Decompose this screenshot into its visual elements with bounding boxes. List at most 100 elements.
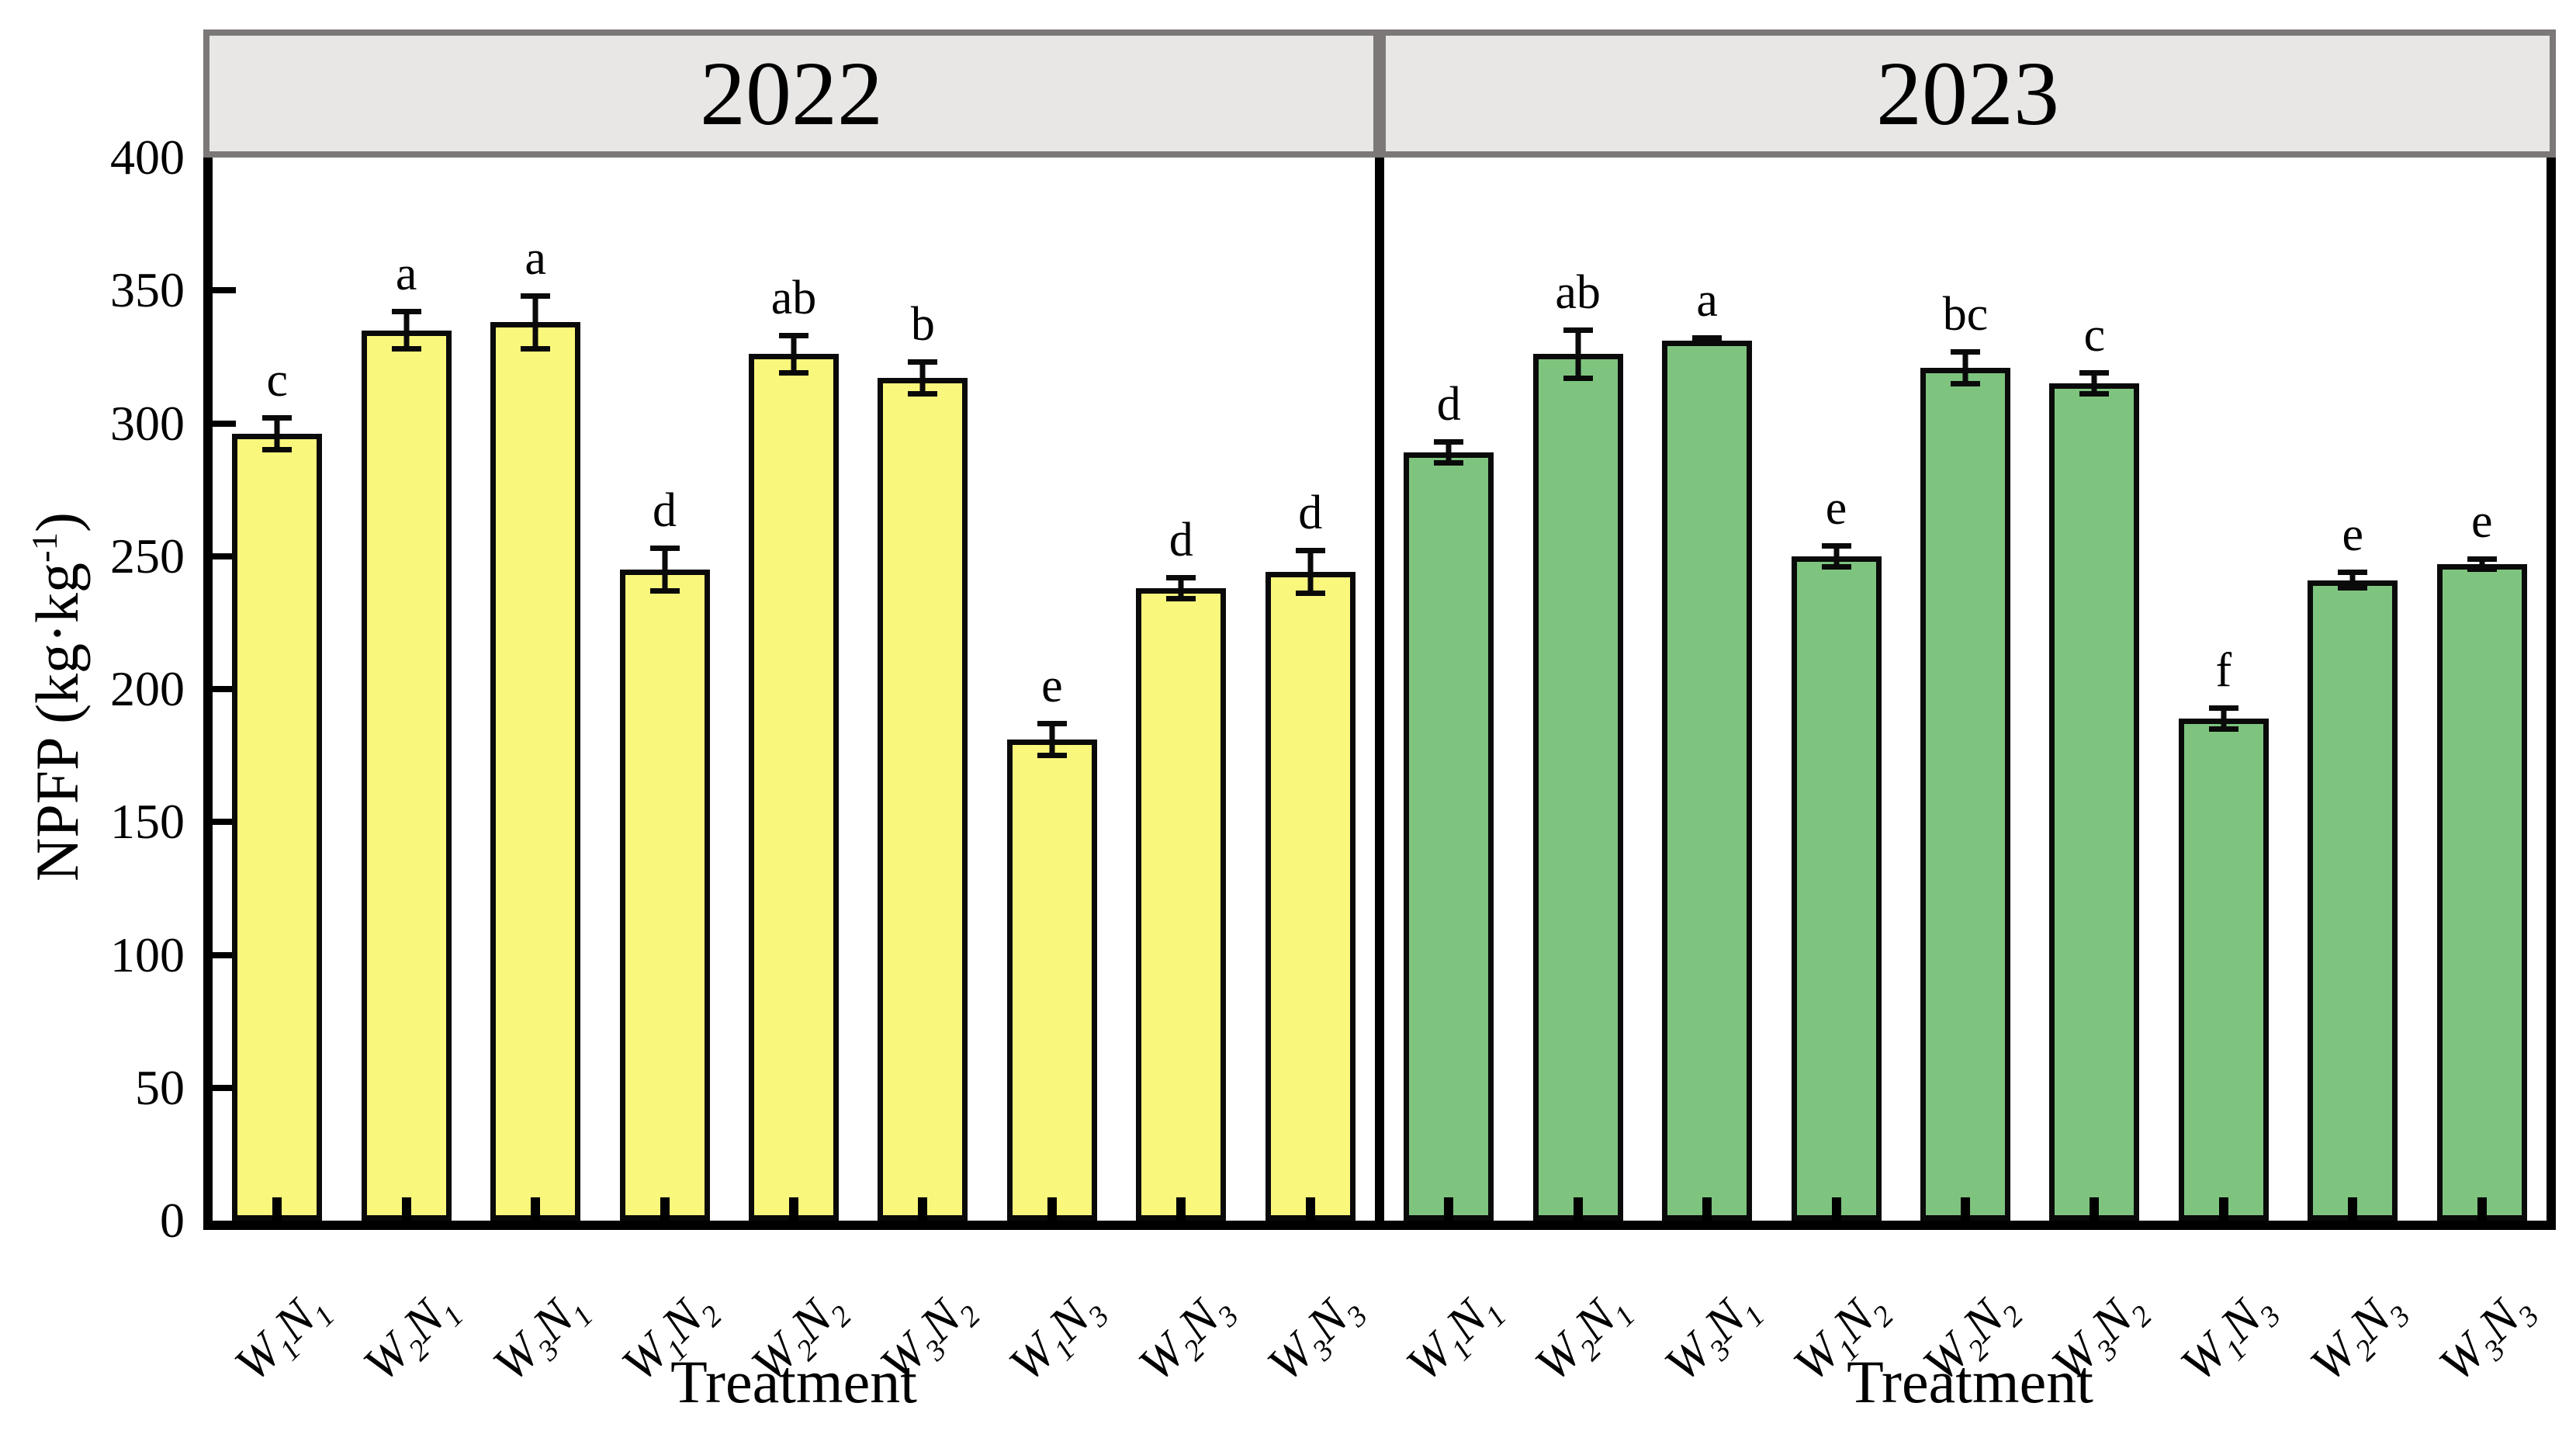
bar-2022-W3N2 (878, 378, 968, 1221)
x-tick-label-2022-W3N1: W3N1 (482, 1289, 600, 1392)
error-bar-line (662, 546, 668, 594)
bar-2022-W1N2 (619, 569, 710, 1221)
bar-slot-2023-W2N2: bc (1901, 158, 2030, 1221)
bar-slot-2023-W1N2: e (1771, 158, 1900, 1221)
y-axis-title-close: ) (23, 512, 91, 532)
bar-2022-W2N2 (748, 354, 839, 1221)
year-label-2022: 2022 (700, 42, 883, 144)
error-bar-line (2091, 370, 2097, 397)
error-bar-cap-bottom (1563, 375, 1593, 381)
significance-letter: f (2215, 643, 2232, 697)
x-tick-mark (660, 1197, 670, 1221)
error-bar-line (1307, 548, 1314, 597)
bar-slot-2022-W1N3: e (988, 158, 1117, 1221)
bar-slot-2023-W3N3: e (2418, 158, 2547, 1221)
error-bar-line (1575, 327, 1581, 381)
panel-divider-line (1375, 158, 1384, 1221)
significance-letter: ab (1555, 266, 1601, 320)
bar-slot-2022-W2N2: ab (729, 158, 858, 1221)
significance-letter: d (1436, 378, 1461, 431)
bar-2023-W1N3 (2178, 718, 2269, 1221)
bar-slot-2023-W2N3: e (2288, 158, 2417, 1221)
x-tick-mark (1573, 1197, 1583, 1221)
bar-2023-W1N2 (1791, 556, 1882, 1221)
error-bar (262, 415, 293, 453)
bar-2023-W3N2 (2049, 383, 2140, 1221)
y-tick-label: 100 (110, 927, 185, 982)
error-bar-cap-bottom (649, 587, 680, 594)
error-bar-cap-bottom (1037, 753, 1067, 759)
x-tick-mark (1960, 1197, 1970, 1221)
y-tick-mark (213, 686, 236, 692)
significance-letter: d (653, 484, 677, 538)
panel-2022: c a a d ab b e d d (213, 158, 1375, 1221)
error-bar-cap-bottom (1295, 591, 1325, 597)
error-bar (1950, 348, 1980, 386)
significance-letter: e (2342, 507, 2364, 561)
x-tick-label-2023-W3N1: W3N1 (1653, 1289, 1771, 1392)
bar-2022-W3N1 (490, 322, 581, 1221)
error-bar (391, 309, 421, 352)
bar-slot-2023-W3N1: a (1643, 158, 1771, 1221)
error-bar (2208, 705, 2238, 732)
significance-letter: c (266, 354, 288, 407)
significance-letter: e (2470, 494, 2493, 548)
error-bar-line (403, 309, 410, 352)
x-tick-mark (2348, 1197, 2358, 1221)
x-tick-label-2022-W2N3: W2N3 (1127, 1289, 1245, 1392)
x-tick-label-2023-W3N3: W3N3 (2428, 1289, 2547, 1392)
x-tick-mark (918, 1197, 928, 1221)
bar-2023-W3N1 (1662, 341, 1753, 1221)
error-bar (2338, 569, 2368, 591)
bar-2022-W3N3 (1265, 572, 1356, 1221)
y-tick-label: 150 (110, 794, 185, 850)
error-bar (908, 359, 938, 397)
error-bar (1821, 542, 1851, 570)
bar-2022-W2N3 (1136, 587, 1227, 1221)
bar-slot-2022-W1N2: d (600, 158, 729, 1221)
bar-2022-W1N3 (1006, 740, 1097, 1221)
error-bar (1692, 335, 1723, 347)
significance-letter: d (1169, 513, 1193, 566)
bar-slot-2023-W1N3: f (2159, 158, 2288, 1221)
x-tick-mark (531, 1197, 541, 1221)
bar-slot-2022-W1N1: c (213, 158, 341, 1221)
y-tick-label: 250 (110, 528, 185, 584)
significance-letter: a (395, 248, 417, 301)
x-tick-mark (1444, 1197, 1454, 1221)
y-tick-label: 50 (135, 1059, 185, 1115)
error-bar-cap-bottom (1821, 563, 1851, 570)
error-bar-cap-bottom (1166, 595, 1196, 601)
x-tick-mark (1305, 1197, 1315, 1221)
y-tick-mark (213, 1084, 236, 1091)
error-bar-line (1833, 542, 1840, 570)
error-bar (1434, 439, 1464, 466)
bar-2023-W2N1 (1532, 354, 1623, 1221)
x-tick-label-2022-W3N3: W3N3 (1256, 1289, 1375, 1392)
x-tick-mark (1176, 1197, 1186, 1221)
error-bar-cap-bottom (1950, 380, 1980, 386)
x-axis-title-left: Treatment (670, 1348, 917, 1415)
error-bar-cap-bottom (2079, 391, 2110, 397)
x-tick-mark (2477, 1197, 2487, 1221)
bar-slot-2022-W3N3: d (1246, 158, 1375, 1221)
x-tick-label-2023-W2N3: W2N3 (2299, 1289, 2417, 1392)
error-bar (778, 333, 808, 376)
error-bar-cap-bottom (1692, 341, 1723, 347)
year-label-2023: 2023 (1876, 42, 2059, 144)
error-bar-line (274, 415, 280, 453)
error-bar-line (1446, 439, 1452, 466)
error-bar (1166, 574, 1196, 601)
x-tick-label-2023-W1N1: W1N1 (1395, 1289, 1513, 1392)
bar-2023-W2N2 (1920, 367, 2010, 1221)
x-tick-mark (1047, 1197, 1057, 1221)
error-bar-line (1962, 348, 1968, 386)
significance-letter: bc (1942, 287, 1989, 341)
significance-letter: a (525, 231, 546, 285)
error-bar-cap-bottom (521, 346, 551, 352)
error-bar-line (2479, 556, 2485, 573)
panel-header-2023: 2023 (1380, 29, 2556, 158)
x-tick-label-2022-W1N1: W1N1 (223, 1289, 341, 1392)
bar-slot-2022-W2N3: d (1117, 158, 1245, 1221)
